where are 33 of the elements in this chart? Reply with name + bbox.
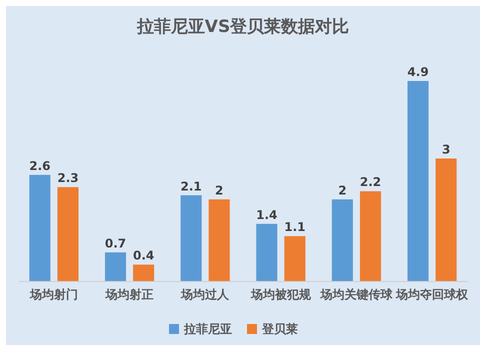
bar — [208, 199, 230, 281]
bar — [284, 236, 306, 281]
bar — [29, 174, 50, 281]
bar — [407, 81, 429, 281]
chart-title: 拉菲尼亚VS登贝莱数据对比 — [136, 17, 350, 37]
bar — [256, 224, 278, 281]
data-label: 3 — [442, 142, 450, 157]
data-label: 0.7 — [104, 236, 126, 250]
bar — [436, 158, 457, 281]
x-tick-label: 场均过人 — [180, 288, 230, 302]
data-label: 2.6 — [29, 158, 51, 173]
data-label: 2 — [215, 183, 224, 198]
bar — [104, 252, 126, 281]
legend-label: 登贝莱 — [261, 322, 298, 336]
bar — [180, 195, 202, 281]
data-label: 1.4 — [256, 208, 278, 222]
x-tick-label: 场均射正 — [104, 288, 154, 302]
data-label: 4.9 — [407, 65, 429, 79]
data-label: 2.1 — [180, 179, 202, 194]
data-label: 1.1 — [284, 220, 306, 234]
data-label: 0.4 — [132, 248, 154, 263]
data-label: 2.2 — [360, 175, 382, 190]
bar — [57, 187, 79, 281]
bar — [133, 264, 154, 281]
x-tick-label: 场均射门 — [28, 288, 78, 302]
x-tick-label: 场均关键传球 — [319, 288, 394, 302]
legend-label: 拉菲尼亚 — [183, 322, 232, 336]
data-label: 2 — [338, 183, 347, 198]
data-label: 2.3 — [57, 171, 79, 186]
bar — [360, 191, 382, 281]
x-tick-label: 场均夺回球权 — [395, 288, 470, 302]
bar — [332, 199, 353, 281]
x-tick-label: 场均被犯规 — [250, 288, 312, 302]
